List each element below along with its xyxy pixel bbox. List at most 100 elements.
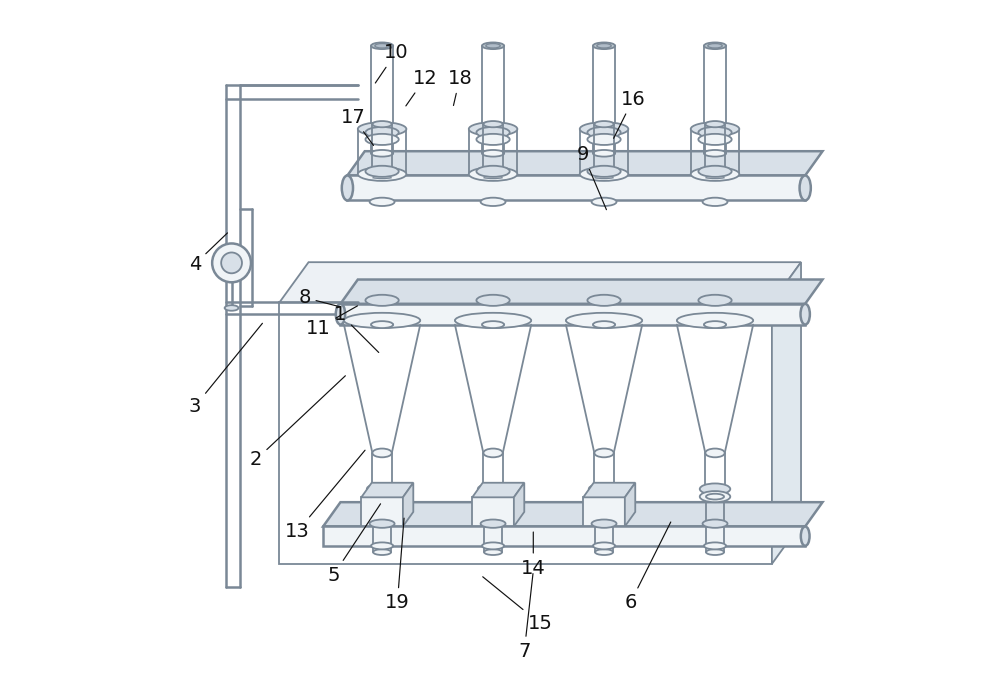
Ellipse shape	[373, 549, 391, 555]
Polygon shape	[340, 279, 823, 304]
Ellipse shape	[373, 493, 391, 500]
Ellipse shape	[482, 542, 504, 549]
Bar	[279, 302, 772, 564]
Ellipse shape	[706, 493, 724, 500]
Ellipse shape	[372, 448, 392, 457]
Text: 16: 16	[614, 90, 646, 138]
Ellipse shape	[566, 313, 642, 328]
Ellipse shape	[593, 542, 615, 549]
Ellipse shape	[481, 197, 506, 206]
Ellipse shape	[580, 167, 628, 181]
Ellipse shape	[371, 321, 393, 328]
Ellipse shape	[704, 42, 726, 49]
Ellipse shape	[698, 127, 732, 138]
Polygon shape	[403, 483, 413, 526]
Ellipse shape	[704, 321, 726, 328]
Ellipse shape	[698, 134, 732, 145]
Circle shape	[212, 243, 251, 282]
Ellipse shape	[700, 484, 730, 495]
Bar	[347, 175, 805, 200]
Polygon shape	[772, 262, 801, 564]
Polygon shape	[583, 483, 635, 498]
Ellipse shape	[367, 484, 397, 495]
Ellipse shape	[481, 520, 506, 528]
Text: 13: 13	[285, 450, 365, 541]
Ellipse shape	[476, 127, 510, 138]
Ellipse shape	[589, 491, 619, 502]
Ellipse shape	[342, 175, 353, 200]
Ellipse shape	[594, 121, 614, 127]
Ellipse shape	[587, 295, 621, 306]
Ellipse shape	[592, 520, 617, 528]
Ellipse shape	[708, 44, 722, 48]
Ellipse shape	[698, 295, 732, 306]
Ellipse shape	[336, 304, 345, 325]
Ellipse shape	[455, 313, 531, 328]
Ellipse shape	[703, 197, 728, 206]
Ellipse shape	[698, 166, 732, 177]
Text: 14: 14	[521, 532, 546, 578]
Ellipse shape	[700, 491, 730, 502]
Ellipse shape	[476, 134, 510, 145]
Ellipse shape	[595, 493, 613, 500]
Ellipse shape	[801, 304, 810, 325]
Ellipse shape	[486, 44, 500, 48]
Text: 19: 19	[385, 518, 410, 612]
Text: 4: 4	[189, 233, 227, 274]
Bar	[472, 498, 514, 526]
Ellipse shape	[691, 122, 739, 136]
Ellipse shape	[705, 448, 725, 457]
Text: 2: 2	[250, 376, 345, 469]
Ellipse shape	[706, 549, 724, 555]
Ellipse shape	[469, 167, 517, 181]
Text: 10: 10	[375, 43, 408, 83]
Ellipse shape	[595, 549, 613, 555]
Polygon shape	[347, 152, 823, 175]
Ellipse shape	[365, 166, 399, 177]
Ellipse shape	[589, 484, 619, 495]
Text: 17: 17	[341, 108, 374, 145]
Ellipse shape	[580, 122, 628, 136]
Ellipse shape	[593, 150, 615, 156]
Ellipse shape	[476, 166, 510, 177]
Ellipse shape	[597, 44, 611, 48]
Ellipse shape	[344, 313, 420, 328]
Ellipse shape	[704, 542, 726, 549]
Ellipse shape	[593, 42, 615, 49]
Ellipse shape	[587, 166, 621, 177]
Ellipse shape	[691, 167, 739, 181]
Ellipse shape	[484, 493, 502, 500]
Ellipse shape	[800, 175, 811, 200]
Ellipse shape	[469, 122, 517, 136]
Bar	[220, 257, 248, 268]
Ellipse shape	[367, 491, 397, 502]
Ellipse shape	[370, 197, 395, 206]
Polygon shape	[514, 483, 524, 526]
Ellipse shape	[587, 134, 621, 145]
Ellipse shape	[705, 121, 725, 127]
Text: 12: 12	[406, 69, 437, 106]
Ellipse shape	[705, 170, 725, 176]
Ellipse shape	[371, 542, 393, 549]
Ellipse shape	[484, 549, 502, 555]
Text: 8: 8	[298, 288, 339, 307]
Ellipse shape	[358, 167, 406, 181]
Ellipse shape	[371, 42, 393, 49]
Text: 15: 15	[483, 577, 553, 633]
Bar	[340, 304, 805, 325]
Ellipse shape	[594, 448, 614, 457]
Ellipse shape	[482, 150, 504, 156]
Polygon shape	[625, 483, 635, 526]
Polygon shape	[361, 483, 413, 498]
Ellipse shape	[677, 313, 753, 328]
Polygon shape	[323, 502, 823, 526]
Circle shape	[221, 252, 242, 273]
Ellipse shape	[372, 170, 392, 176]
Ellipse shape	[375, 44, 389, 48]
Ellipse shape	[592, 197, 617, 206]
Text: 3: 3	[189, 323, 262, 416]
Ellipse shape	[703, 520, 728, 528]
Ellipse shape	[594, 170, 614, 176]
Ellipse shape	[482, 321, 504, 328]
Ellipse shape	[365, 134, 399, 145]
